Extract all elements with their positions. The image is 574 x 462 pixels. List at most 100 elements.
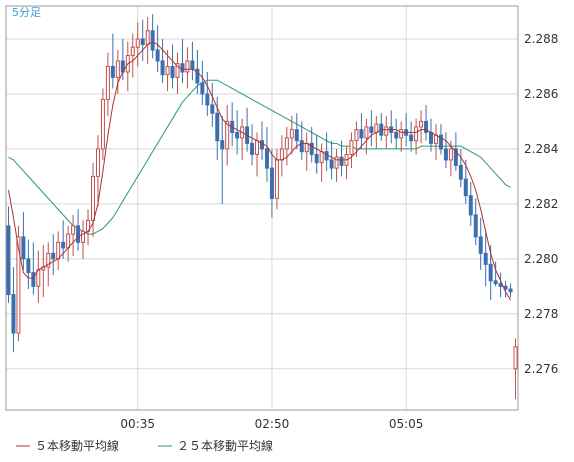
candle-body bbox=[468, 195, 473, 216]
candle-body bbox=[508, 288, 513, 293]
candle-body bbox=[299, 140, 304, 153]
candle-body bbox=[438, 134, 443, 150]
candle-body bbox=[289, 129, 294, 139]
x-tick-label: 02:50 bbox=[255, 417, 290, 431]
candle bbox=[110, 33, 115, 89]
x-axis: 00:35 02:50 05:05 bbox=[120, 417, 423, 431]
candle-body bbox=[220, 140, 225, 150]
timeframe-label: 5分足 bbox=[12, 6, 41, 19]
candle-body bbox=[210, 104, 215, 114]
candle-body bbox=[458, 164, 463, 180]
ma25-line bbox=[8, 79, 511, 235]
candle-body bbox=[31, 272, 36, 287]
candle bbox=[31, 242, 36, 295]
candle-body bbox=[414, 126, 419, 142]
candle-body bbox=[260, 140, 264, 150]
y-tick-label: 2.288 bbox=[524, 32, 558, 46]
candle-body bbox=[180, 63, 185, 73]
candle-body bbox=[319, 151, 324, 164]
candle-body bbox=[284, 137, 289, 150]
candle bbox=[105, 52, 110, 116]
candle-body bbox=[463, 178, 468, 197]
candle-body bbox=[46, 252, 51, 268]
candle bbox=[478, 217, 483, 270]
candle bbox=[409, 121, 414, 152]
candle bbox=[61, 220, 66, 259]
candle bbox=[175, 52, 180, 94]
candle bbox=[289, 115, 294, 155]
candle-body bbox=[329, 159, 334, 169]
candle-body bbox=[76, 225, 81, 243]
candle bbox=[76, 209, 81, 251]
candle-body bbox=[71, 225, 76, 235]
candle-body bbox=[279, 148, 284, 161]
legend-ma25-label: ２５本移動平均線 bbox=[177, 438, 273, 453]
candle bbox=[235, 110, 240, 155]
candle-body bbox=[304, 142, 309, 153]
candle-body bbox=[309, 142, 314, 155]
candle bbox=[95, 135, 100, 207]
candle bbox=[369, 110, 374, 147]
candle-body bbox=[294, 129, 299, 142]
candle-body bbox=[11, 294, 16, 334]
candle bbox=[155, 25, 160, 72]
candle-body bbox=[453, 148, 458, 166]
candle bbox=[21, 212, 26, 270]
candle-body bbox=[483, 252, 488, 265]
candle bbox=[205, 71, 210, 116]
candle-body bbox=[21, 236, 26, 260]
candle-body bbox=[235, 131, 240, 139]
candle-body bbox=[409, 134, 414, 142]
candle-body bbox=[160, 60, 165, 76]
candle bbox=[359, 113, 364, 149]
candle-body bbox=[170, 65, 175, 78]
y-tick-label: 2.284 bbox=[524, 142, 558, 156]
candle bbox=[269, 148, 274, 218]
candle bbox=[513, 338, 518, 400]
candle bbox=[115, 49, 120, 94]
candle bbox=[384, 115, 389, 149]
candle bbox=[250, 124, 255, 166]
candle-body bbox=[155, 49, 160, 62]
candle bbox=[160, 38, 165, 83]
candle bbox=[309, 126, 314, 163]
candle bbox=[414, 118, 419, 155]
y-tick-label: 2.282 bbox=[524, 197, 558, 211]
candle-body bbox=[215, 112, 220, 142]
candle bbox=[130, 33, 135, 78]
candle-body bbox=[429, 131, 433, 144]
candle-body bbox=[140, 38, 145, 45]
candle-body bbox=[264, 148, 269, 169]
plot-frame bbox=[5, 5, 519, 411]
candle-body bbox=[255, 140, 260, 155]
candle-body bbox=[448, 148, 453, 161]
candle bbox=[91, 162, 95, 237]
candle bbox=[51, 234, 56, 276]
candle bbox=[314, 135, 319, 174]
candle-body bbox=[250, 142, 255, 155]
candle-body bbox=[339, 156, 344, 166]
y-tick-label: 2.280 bbox=[524, 252, 558, 266]
candle bbox=[473, 198, 478, 246]
candle-body bbox=[324, 151, 329, 161]
candle bbox=[170, 44, 175, 89]
candle-body bbox=[513, 346, 518, 370]
candle bbox=[508, 283, 513, 298]
candle-body bbox=[145, 30, 150, 45]
candle bbox=[135, 22, 140, 67]
candle-body bbox=[359, 129, 364, 139]
candle-body bbox=[56, 241, 61, 260]
candle bbox=[264, 126, 269, 182]
candle-body bbox=[419, 120, 424, 128]
candle bbox=[463, 159, 468, 204]
ma25-series bbox=[8, 79, 511, 235]
candle-body bbox=[205, 93, 210, 106]
candle-body bbox=[488, 263, 493, 282]
candle bbox=[443, 132, 448, 169]
candle bbox=[294, 113, 299, 149]
candle bbox=[349, 132, 354, 169]
candle-body bbox=[165, 65, 170, 76]
candle-body bbox=[66, 233, 71, 249]
